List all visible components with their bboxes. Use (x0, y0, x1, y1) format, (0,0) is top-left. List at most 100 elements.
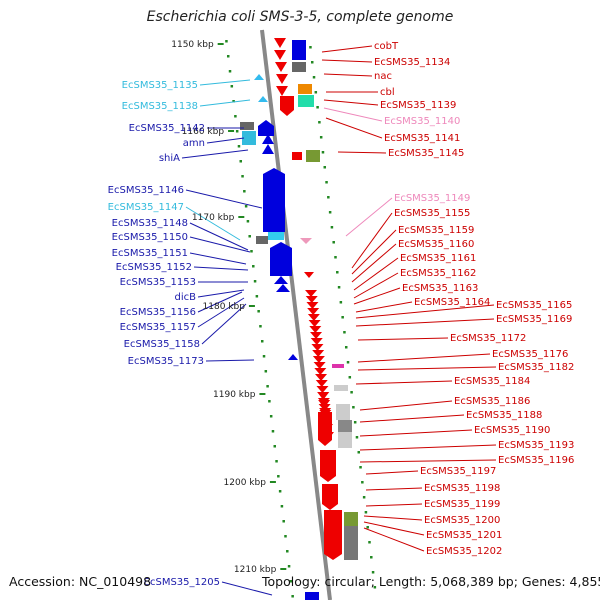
gene-label-right[interactable]: EcSMS35_1190 (474, 425, 550, 436)
gene-label-right[interactable]: EcSMS35_1188 (466, 410, 542, 421)
gene-label-right[interactable]: EcSMS35_1165 (496, 300, 572, 311)
gene-label-right[interactable]: EcSMS35_1161 (400, 253, 476, 264)
gene-label-left[interactable]: EcSMS35_1151 (112, 248, 188, 259)
gene-label-left[interactable]: amn (183, 138, 205, 149)
gene-label-left[interactable]: EcSMS35_1150 (112, 232, 188, 243)
gene-label-right[interactable]: EcSMS35_1198 (424, 483, 500, 494)
gene-label-right[interactable]: EcSMS35_1200 (424, 515, 500, 526)
gene-arrow-reverse[interactable] (274, 38, 286, 48)
gene-block[interactable] (292, 62, 306, 72)
gene-arrow-reverse[interactable] (306, 302, 319, 309)
gene-block[interactable] (306, 150, 320, 162)
gene-label-left[interactable]: EcSMS35_1152 (116, 262, 192, 273)
gene-label-right[interactable]: EcSMS35_1202 (426, 546, 502, 557)
gene-block[interactable] (334, 385, 348, 391)
gene-label-right[interactable]: EcSMS35_1186 (454, 396, 530, 407)
gene-label-left[interactable]: EcSMS35_1153 (120, 277, 196, 288)
gene-arrow-reverse[interactable] (317, 392, 330, 400)
gene-label-right[interactable]: EcSMS35_1169 (496, 314, 572, 325)
gene-block[interactable] (268, 232, 284, 240)
gene-arrow-reverse[interactable] (312, 356, 325, 363)
gene-label-right[interactable]: EcSMS35_1134 (374, 57, 450, 68)
gene-label-right[interactable]: EcSMS35_1172 (450, 333, 526, 344)
gene-arrow-reverse[interactable] (308, 320, 321, 327)
gene-arrow-reverse[interactable] (318, 404, 331, 411)
gene-arrow-forward[interactable] (254, 74, 264, 80)
gene-arrow-reverse[interactable] (311, 344, 324, 351)
gene-label-left[interactable]: dicB (175, 292, 197, 303)
gene-block[interactable] (344, 526, 358, 560)
gene-label-right[interactable]: EcSMS35_1199 (424, 499, 500, 510)
gene-arrow-forward[interactable] (262, 134, 274, 144)
gene-label-right[interactable]: EcSMS35_1201 (426, 530, 502, 541)
gene-label-right[interactable]: EcSMS35_1155 (394, 208, 470, 219)
gene-reverse[interactable] (322, 484, 338, 510)
gene-label-right[interactable]: EcSMS35_1184 (454, 376, 530, 387)
gene-arrow-reverse[interactable] (310, 332, 323, 339)
gene-label-left[interactable]: EcSMS35_1205 (144, 577, 220, 588)
gene-arrow-reverse[interactable] (276, 74, 288, 84)
gene-label-right[interactable]: EcSMS35_1139 (380, 100, 456, 111)
gene-arrow-forward[interactable] (276, 284, 290, 292)
gene-arrow-reverse[interactable] (307, 314, 320, 321)
gene-label-left[interactable]: EcSMS35_1146 (108, 185, 184, 196)
gene-reverse[interactable] (280, 96, 294, 116)
gene-arrow-reverse[interactable] (310, 338, 323, 345)
gene-block[interactable] (298, 84, 312, 94)
gene-arrow-reverse[interactable] (305, 296, 318, 303)
gene-block[interactable] (292, 152, 302, 160)
gene-forward[interactable] (258, 120, 274, 136)
gene-arrow-forward[interactable] (262, 144, 274, 154)
gene-arrow-reverse[interactable] (275, 62, 287, 72)
gene-block[interactable] (332, 364, 344, 368)
gene-label-right[interactable]: EcSMS35_1149 (394, 193, 470, 204)
gene-label-right[interactable]: cobT (374, 41, 399, 52)
gene-label-right[interactable]: EcSMS35_1182 (498, 362, 574, 373)
gene-reverse[interactable] (324, 510, 342, 560)
gene-arrow-reverse[interactable] (309, 326, 322, 333)
gene-label-left[interactable]: EcSMS35_1173 (128, 356, 204, 367)
gene-arrow-forward[interactable] (288, 354, 298, 360)
gene-label-right[interactable]: EcSMS35_1196 (498, 455, 574, 466)
gene-label-left[interactable]: EcSMS35_1147 (108, 202, 184, 213)
gene-block[interactable] (338, 420, 352, 432)
gene-arrow-reverse[interactable] (315, 374, 328, 381)
gene-block[interactable] (292, 40, 306, 60)
gene-block[interactable] (242, 131, 256, 145)
gene-arrow-reverse[interactable] (312, 350, 325, 357)
gene-block[interactable] (336, 404, 350, 420)
gene-label-right[interactable]: EcSMS35_1164 (414, 297, 490, 308)
gene-arrow-reverse[interactable] (318, 400, 331, 408)
gene-arrow-reverse[interactable] (307, 308, 320, 315)
gene-arrow-reverse[interactable] (315, 380, 328, 387)
gene-label-right[interactable]: EcSMS35_1193 (498, 440, 574, 451)
gene-label-right[interactable]: EcSMS35_1145 (388, 148, 464, 159)
gene-label-left[interactable]: EcSMS35_1135 (122, 80, 198, 91)
gene-block[interactable] (240, 122, 254, 130)
gene-block[interactable] (256, 236, 268, 244)
gene-label-right[interactable]: cbl (380, 87, 395, 98)
gene-arrow-forward[interactable] (258, 96, 268, 102)
gene-arrow-reverse[interactable] (304, 272, 314, 278)
gene-label-left[interactable]: EcSMS35_1157 (120, 322, 196, 333)
gene-block[interactable] (298, 95, 314, 107)
gene-label-right[interactable]: EcSMS35_1141 (384, 133, 460, 144)
gene-label-left[interactable]: EcSMS35_1158 (124, 339, 200, 350)
gene-label-left[interactable]: EcSMS35_1142 (129, 123, 205, 134)
gene-reverse[interactable] (318, 412, 332, 446)
gene-label-right[interactable]: EcSMS35_1163 (402, 283, 478, 294)
gene-label-left[interactable]: EcSMS35_1138 (122, 101, 198, 112)
gene-label-left[interactable]: shiA (159, 153, 180, 164)
gene-label-right[interactable]: EcSMS35_1160 (398, 239, 474, 250)
gene-block[interactable] (305, 592, 319, 600)
gene-label-right[interactable]: EcSMS35_1176 (492, 349, 568, 360)
gene-label-left[interactable]: EcSMS35_1148 (112, 218, 188, 229)
gene-arrow-reverse[interactable] (300, 238, 312, 244)
gene-arrow-reverse[interactable] (276, 86, 288, 96)
gene-reverse[interactable] (320, 450, 336, 482)
gene-label-right[interactable]: EcSMS35_1162 (400, 268, 476, 279)
gene-arrow-reverse[interactable] (274, 50, 286, 60)
gene-block[interactable] (344, 512, 358, 526)
gene-block[interactable] (338, 432, 352, 448)
